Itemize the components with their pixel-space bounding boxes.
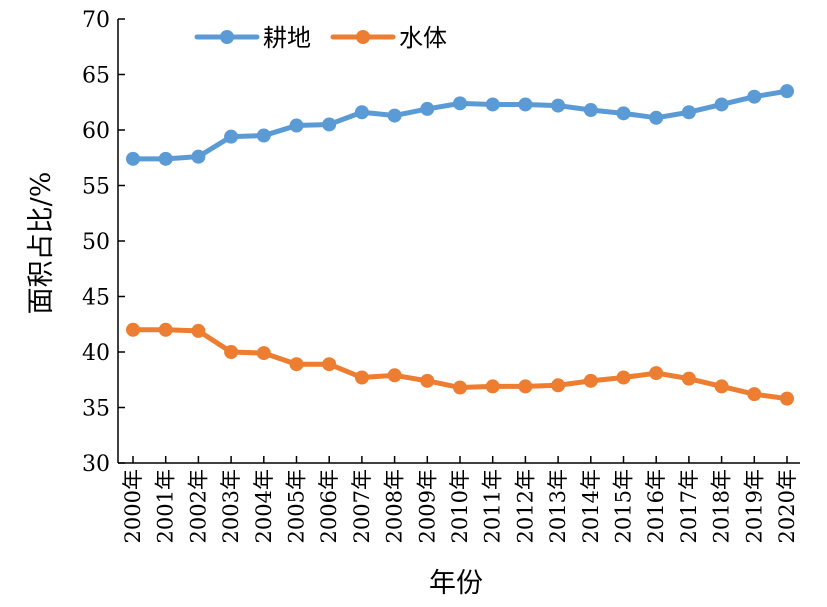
data-point bbox=[485, 97, 500, 112]
data-point bbox=[649, 110, 664, 125]
data-point bbox=[681, 105, 696, 120]
data-point bbox=[354, 370, 369, 385]
x-tick-label: 2001年 bbox=[154, 469, 178, 543]
data-point bbox=[256, 128, 271, 143]
data-point bbox=[616, 106, 631, 121]
data-point bbox=[583, 103, 598, 118]
data-point bbox=[158, 322, 173, 337]
data-point bbox=[289, 357, 304, 372]
data-point bbox=[158, 151, 173, 166]
legend-label: 水体 bbox=[399, 24, 447, 52]
data-point bbox=[551, 378, 566, 393]
legend-swatch-marker bbox=[220, 30, 234, 44]
legend: 耕地 水体 bbox=[194, 24, 447, 52]
y-axis-title: 面积占比/% bbox=[26, 172, 57, 315]
data-point bbox=[322, 117, 337, 132]
data-point bbox=[387, 108, 402, 123]
data-point bbox=[485, 379, 500, 394]
y-tick-label: 60 bbox=[82, 119, 110, 144]
legend-item: 水体 bbox=[330, 24, 447, 52]
x-tick-label: 2007年 bbox=[350, 469, 374, 543]
legend-label: 耕地 bbox=[263, 24, 311, 52]
x-tick-label: 2003年 bbox=[219, 469, 243, 543]
data-point bbox=[714, 97, 729, 112]
x-tick-label: 2010年 bbox=[448, 469, 472, 543]
data-point bbox=[453, 96, 467, 111]
y-tick-label: 30 bbox=[82, 452, 110, 477]
x-tick-label: 2019年 bbox=[742, 469, 766, 543]
x-tick-label: 2018年 bbox=[710, 469, 734, 543]
data-point bbox=[681, 371, 696, 386]
data-point bbox=[387, 368, 402, 383]
series-group bbox=[126, 84, 794, 406]
data-point bbox=[649, 366, 664, 381]
data-point bbox=[126, 322, 140, 337]
data-point bbox=[747, 387, 762, 402]
legend-item: 耕地 bbox=[194, 24, 311, 52]
y-tick-label: 35 bbox=[82, 397, 110, 422]
x-tick-label: 2011年 bbox=[481, 469, 505, 543]
x-tick-label: 2017年 bbox=[677, 469, 701, 543]
data-point bbox=[256, 346, 271, 361]
data-point bbox=[747, 89, 762, 104]
x-tick-label: 2020年 bbox=[775, 469, 799, 543]
x-tick-label: 2009年 bbox=[415, 469, 439, 543]
y-axis-ticks: 30 35 40 45 50 55 60 65 70 bbox=[82, 8, 125, 477]
axes bbox=[117, 19, 800, 464]
x-tick-label: 2016年 bbox=[644, 469, 668, 543]
y-tick-label: 65 bbox=[82, 64, 110, 89]
x-tick-label: 2005年 bbox=[285, 469, 309, 543]
data-point bbox=[780, 391, 794, 406]
x-axis-ticks: 2000年 2001年 2002年 2003年 2004年 2005年 2006年 2007年… bbox=[121, 456, 799, 543]
data-point bbox=[289, 118, 304, 133]
y-tick-label: 50 bbox=[82, 230, 110, 255]
data-point bbox=[453, 380, 467, 395]
data-point bbox=[518, 97, 533, 112]
data-point bbox=[420, 101, 435, 116]
legend-swatch-marker bbox=[356, 30, 370, 44]
y-tick-label: 70 bbox=[82, 8, 110, 33]
data-point bbox=[224, 129, 239, 144]
x-tick-label: 2004年 bbox=[252, 469, 276, 543]
x-tick-label: 2012年 bbox=[513, 469, 537, 543]
y-tick-label: 45 bbox=[82, 286, 110, 311]
data-point bbox=[224, 345, 239, 359]
data-point bbox=[616, 370, 631, 385]
x-axis-title: 年份 bbox=[429, 568, 483, 599]
x-tick-label: 2008年 bbox=[383, 469, 407, 543]
data-point bbox=[191, 149, 206, 164]
data-point bbox=[191, 323, 206, 338]
x-tick-label: 2013年 bbox=[546, 469, 570, 543]
series-1 bbox=[126, 84, 794, 166]
x-tick-label: 2002年 bbox=[186, 469, 210, 543]
x-tick-label: 2014年 bbox=[579, 469, 603, 543]
data-point bbox=[354, 105, 369, 120]
data-point bbox=[322, 357, 337, 372]
series-2 bbox=[126, 322, 794, 406]
x-tick-label: 2015年 bbox=[612, 469, 636, 543]
data-point bbox=[780, 84, 794, 99]
data-point bbox=[714, 379, 729, 394]
data-point bbox=[126, 151, 140, 166]
data-point bbox=[551, 98, 566, 113]
data-point bbox=[420, 373, 435, 388]
data-point bbox=[583, 373, 598, 388]
x-tick-label: 2000年 bbox=[121, 469, 145, 543]
data-point bbox=[518, 379, 533, 394]
y-tick-label: 40 bbox=[82, 341, 110, 366]
x-tick-label: 2006年 bbox=[317, 469, 341, 543]
y-tick-label: 55 bbox=[82, 175, 110, 200]
